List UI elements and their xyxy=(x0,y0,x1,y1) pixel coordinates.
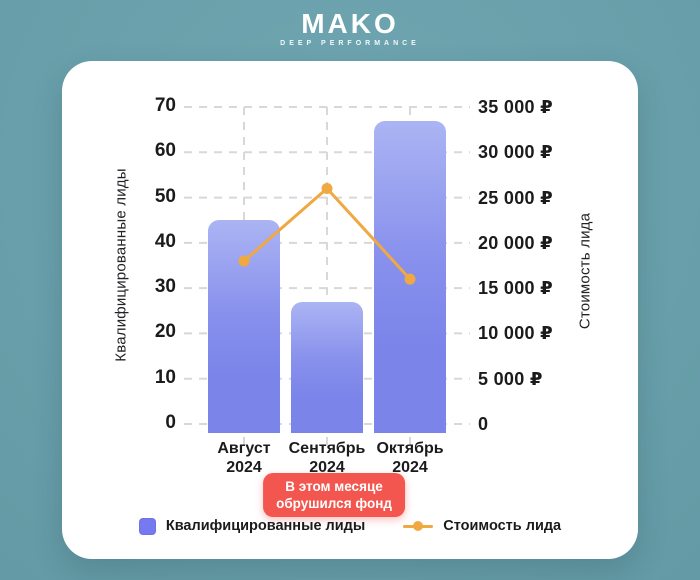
x-label-1: Сентябрь 2024 xyxy=(288,440,366,476)
right-axis-tick-0: 0 xyxy=(478,414,489,434)
right-axis-tick-1: 5 000 ₽ xyxy=(478,368,543,389)
bar-Сентябрь 2024 xyxy=(291,301,363,433)
brand-logo: MAKO DEEP PERFORMANCE xyxy=(0,8,700,48)
right-axis-tick-5: 25 000 ₽ xyxy=(478,187,553,208)
bar-swatch-icon xyxy=(138,517,156,535)
brand-logo-text: MAKO xyxy=(301,8,399,39)
left-axis-tick-40: 40 xyxy=(154,230,176,252)
left-axis-tick-60: 60 xyxy=(154,140,176,162)
legend-item-leads: Квалифицированные лиды xyxy=(138,517,366,535)
line-dot-icon xyxy=(403,521,434,532)
chart-legend: Квалифицированные лиды Стоимость лида xyxy=(62,512,638,540)
right-axis-tick-4: 20 000 ₽ xyxy=(478,232,553,253)
right-axis-tick-7: 35 000 ₽ xyxy=(478,97,553,117)
legend-item-cost: Стоимость лида xyxy=(403,518,561,534)
left-axis-title: Квалифицированные лиды xyxy=(112,168,130,362)
right-axis-tick-2: 10 000 ₽ xyxy=(478,323,553,344)
annotation-line-1: В этом месяце xyxy=(285,479,383,494)
legend-label-cost: Стоимость лида xyxy=(443,518,562,534)
left-axis-tick-70: 70 xyxy=(154,95,176,116)
labels-layer: 0 0 10 5 000 ₽ 20 10 000 ₽ 30 15 000 ₽ 40 20 000 … xyxy=(62,61,638,559)
left-axis-tick-20: 20 xyxy=(154,321,176,343)
left-axis-tick-50: 50 xyxy=(154,185,176,207)
brand-tagline: DEEP PERFORMANCE xyxy=(280,40,420,47)
left-axis-tick-0: 0 xyxy=(165,412,176,433)
left-axis-tick-10: 10 xyxy=(154,366,176,388)
x-label-2: Октябрь 2024 xyxy=(376,440,444,476)
legend-label-leads: Квалифицированные лиды xyxy=(165,518,366,534)
chart-card: 0 0 10 5 000 ₽ 20 10 000 ₽ 30 15 000 ₽ 40 20 000 … xyxy=(62,61,638,559)
x-label-0: Август 2024 xyxy=(217,440,271,476)
right-axis-tick-6: 30 000 ₽ xyxy=(478,142,553,163)
right-axis-tick-3: 15 000 ₽ xyxy=(478,278,553,299)
annotation-line-2: обрушился фонд xyxy=(276,496,392,511)
left-axis-tick-30: 30 xyxy=(154,276,176,298)
annotation-badge: В этом месяце обрушился фонд xyxy=(263,473,405,517)
right-axis-title: Стоимость лида xyxy=(576,212,594,330)
